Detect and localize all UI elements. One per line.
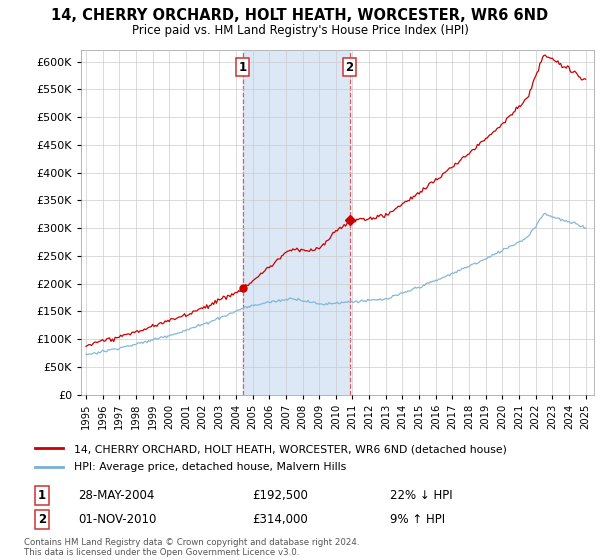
Text: 9% ↑ HPI: 9% ↑ HPI [390,513,445,526]
Text: 1: 1 [38,489,46,502]
Text: 14, CHERRY ORCHARD, HOLT HEATH, WORCESTER, WR6 6ND: 14, CHERRY ORCHARD, HOLT HEATH, WORCESTE… [52,8,548,24]
Text: £314,000: £314,000 [252,513,308,526]
Text: 28-MAY-2004: 28-MAY-2004 [78,489,154,502]
Text: Contains HM Land Registry data © Crown copyright and database right 2024.
This d: Contains HM Land Registry data © Crown c… [24,538,359,557]
Text: 2: 2 [38,513,46,526]
Text: 2: 2 [346,60,354,73]
Text: HPI: Average price, detached house, Malvern Hills: HPI: Average price, detached house, Malv… [74,463,346,473]
Text: 22% ↓ HPI: 22% ↓ HPI [390,489,452,502]
Text: 1: 1 [239,60,247,73]
Text: 01-NOV-2010: 01-NOV-2010 [78,513,157,526]
Text: Price paid vs. HM Land Registry's House Price Index (HPI): Price paid vs. HM Land Registry's House … [131,24,469,36]
Text: £192,500: £192,500 [252,489,308,502]
Bar [243,50,350,395]
Text: 14, CHERRY ORCHARD, HOLT HEATH, WORCESTER, WR6 6ND (detached house): 14, CHERRY ORCHARD, HOLT HEATH, WORCESTE… [74,445,507,454]
